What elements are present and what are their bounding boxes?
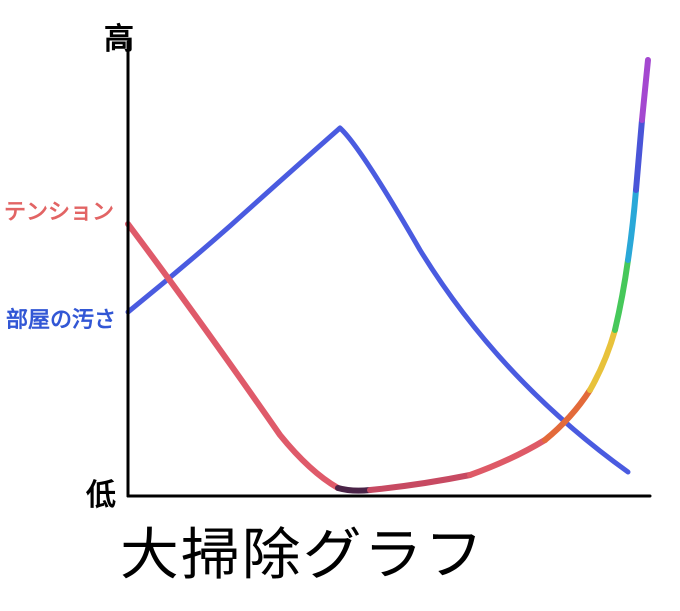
series-tension-r1 — [370, 475, 470, 490]
chart-title: 大掃除グラフ — [120, 510, 485, 591]
series-tension-r2 — [470, 440, 545, 475]
series-tension-r6 — [628, 190, 636, 260]
series-tension-bottom — [338, 488, 370, 491]
series-tension-r3 — [545, 390, 590, 440]
series-tension-descent — [128, 224, 338, 488]
legend-dirt: 部屋の汚さ — [6, 302, 116, 334]
axis-label-high: 高 — [104, 14, 134, 58]
series-tension-r4 — [590, 330, 615, 390]
axis-label-low: 低 — [86, 470, 116, 514]
series-tension-r8 — [642, 60, 648, 120]
series-tension-r5 — [615, 260, 628, 330]
legend-tension: テンション — [4, 194, 114, 226]
series-dirt — [128, 128, 628, 472]
chart-stage: 高 低 テンション 部屋の汚さ 大掃除グラフ — [0, 0, 680, 611]
series-tension-r7 — [636, 120, 642, 190]
